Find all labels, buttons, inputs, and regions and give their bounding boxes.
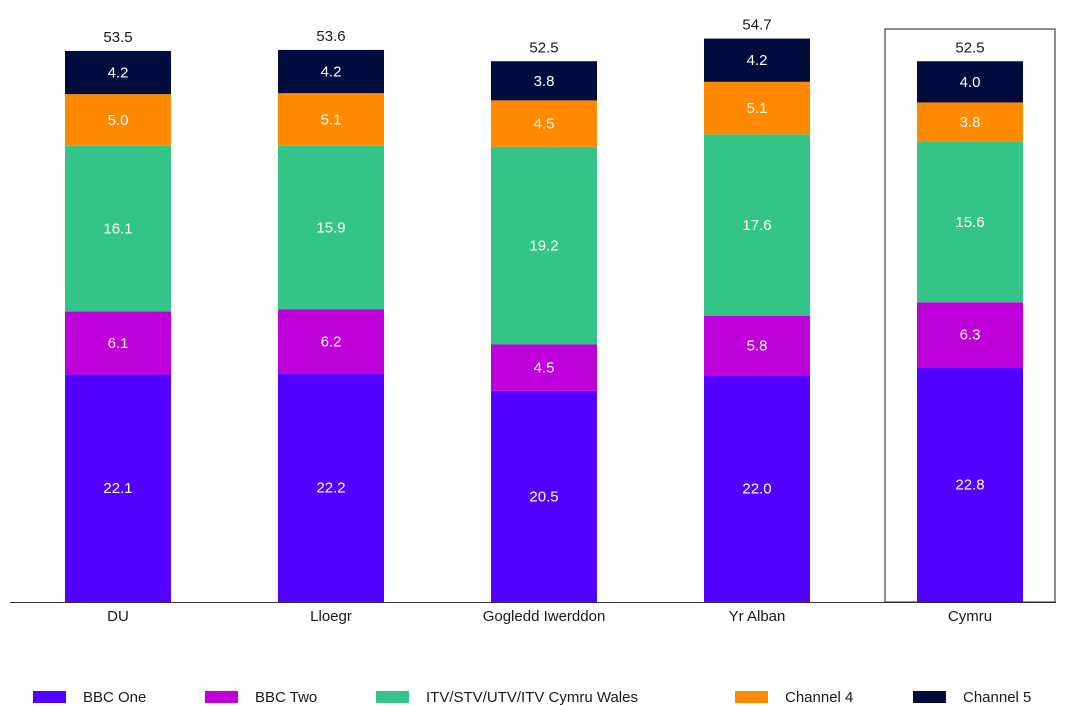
legend-swatch <box>913 691 946 703</box>
data-label: 6.3 <box>960 327 981 344</box>
data-label: 4.5 <box>534 116 555 133</box>
total-label: 53.6 <box>316 28 345 45</box>
data-label: 15.9 <box>316 220 345 237</box>
legend-label: ITV/STV/UTV/ITV Cymru Wales <box>426 689 638 706</box>
legend: BBC One BBC Two ITV/STV/UTV/ITV Cymru Wale… <box>33 689 1031 706</box>
bar-segment <box>704 81 810 135</box>
data-label: 4.2 <box>321 64 342 81</box>
bar-segment <box>491 100 597 147</box>
category-label: Yr Alban <box>729 608 786 625</box>
data-label: 4.5 <box>534 360 555 377</box>
legend-label: BBC One <box>83 689 146 706</box>
data-label: 15.6 <box>955 214 984 231</box>
bar-segment <box>704 134 810 316</box>
bars-group: 22.1 6.1 16.1 5.0 4.2 53.5 22.2 6.2 15.9 5.1 4.2 53… <box>65 17 1056 603</box>
bar-segment <box>491 344 597 391</box>
bar-segment <box>917 302 1023 368</box>
data-label: 4.2 <box>108 65 129 82</box>
data-label: 20.5 <box>529 488 558 505</box>
data-label: 5.0 <box>108 112 129 129</box>
data-label: 3.8 <box>960 114 981 131</box>
bar-segment <box>65 374 171 602</box>
total-label: 52.5 <box>955 39 984 56</box>
bar-segment <box>65 50 171 95</box>
bar-segment <box>65 94 171 146</box>
legend-label: Channel 4 <box>785 689 853 706</box>
bar-segment <box>704 315 810 376</box>
bar-segment <box>704 375 810 602</box>
data-label: 5.8 <box>747 338 768 355</box>
legend-item: Channel 4 <box>735 689 853 706</box>
category-labels-group: DU Lloegr Gogledd Iwerddon Yr Alban Cymru <box>107 608 992 625</box>
data-label: 22.8 <box>955 477 984 494</box>
bar-segment <box>65 311 171 375</box>
data-label: 19.2 <box>529 238 558 255</box>
category-label: Cymru <box>948 608 992 625</box>
bar-segment <box>278 373 384 602</box>
bar-segment <box>278 145 384 310</box>
bar-segment <box>65 145 171 312</box>
legend-label: Channel 5 <box>963 689 1031 706</box>
data-label: 5.1 <box>321 111 342 128</box>
total-label: 53.5 <box>103 29 132 46</box>
data-label: 4.2 <box>747 52 768 69</box>
legend-swatch <box>376 691 409 703</box>
legend-swatch <box>205 691 238 703</box>
data-label: 4.0 <box>960 74 981 91</box>
data-label: 6.2 <box>321 333 342 350</box>
category-label: Gogledd Iwerddon <box>483 608 606 625</box>
bar-segment <box>278 309 384 374</box>
data-label: 3.8 <box>534 73 555 90</box>
bar-segment <box>917 102 1023 142</box>
data-label: 22.1 <box>103 480 132 497</box>
bar-segment <box>491 61 597 101</box>
legend-item: ITV/STV/UTV/ITV Cymru Wales <box>376 689 638 706</box>
data-label: 16.1 <box>103 221 132 238</box>
bar-segment <box>278 93 384 146</box>
total-label: 52.5 <box>529 39 558 56</box>
bar-segment <box>278 49 384 94</box>
legend-label: BBC Two <box>255 689 317 706</box>
legend-item: BBC One <box>33 689 146 706</box>
data-label: 5.1 <box>747 100 768 117</box>
total-label: 54.7 <box>742 17 771 34</box>
data-label: 6.1 <box>108 335 129 352</box>
legend-item: BBC Two <box>205 689 317 706</box>
data-label: 22.2 <box>316 480 345 497</box>
legend-item: Channel 5 <box>913 689 1031 706</box>
category-label: Lloegr <box>310 608 352 625</box>
category-label: DU <box>107 608 129 625</box>
bar-segment <box>491 146 597 345</box>
legend-swatch <box>735 691 768 703</box>
bar-segment <box>917 61 1023 103</box>
legend-swatch <box>33 691 66 703</box>
bar-segment <box>704 38 810 82</box>
data-label: 22.0 <box>742 481 771 498</box>
bar-segment <box>917 367 1023 602</box>
bar-segment <box>491 390 597 602</box>
bar-segment <box>917 141 1023 303</box>
data-label: 17.6 <box>742 217 771 234</box>
